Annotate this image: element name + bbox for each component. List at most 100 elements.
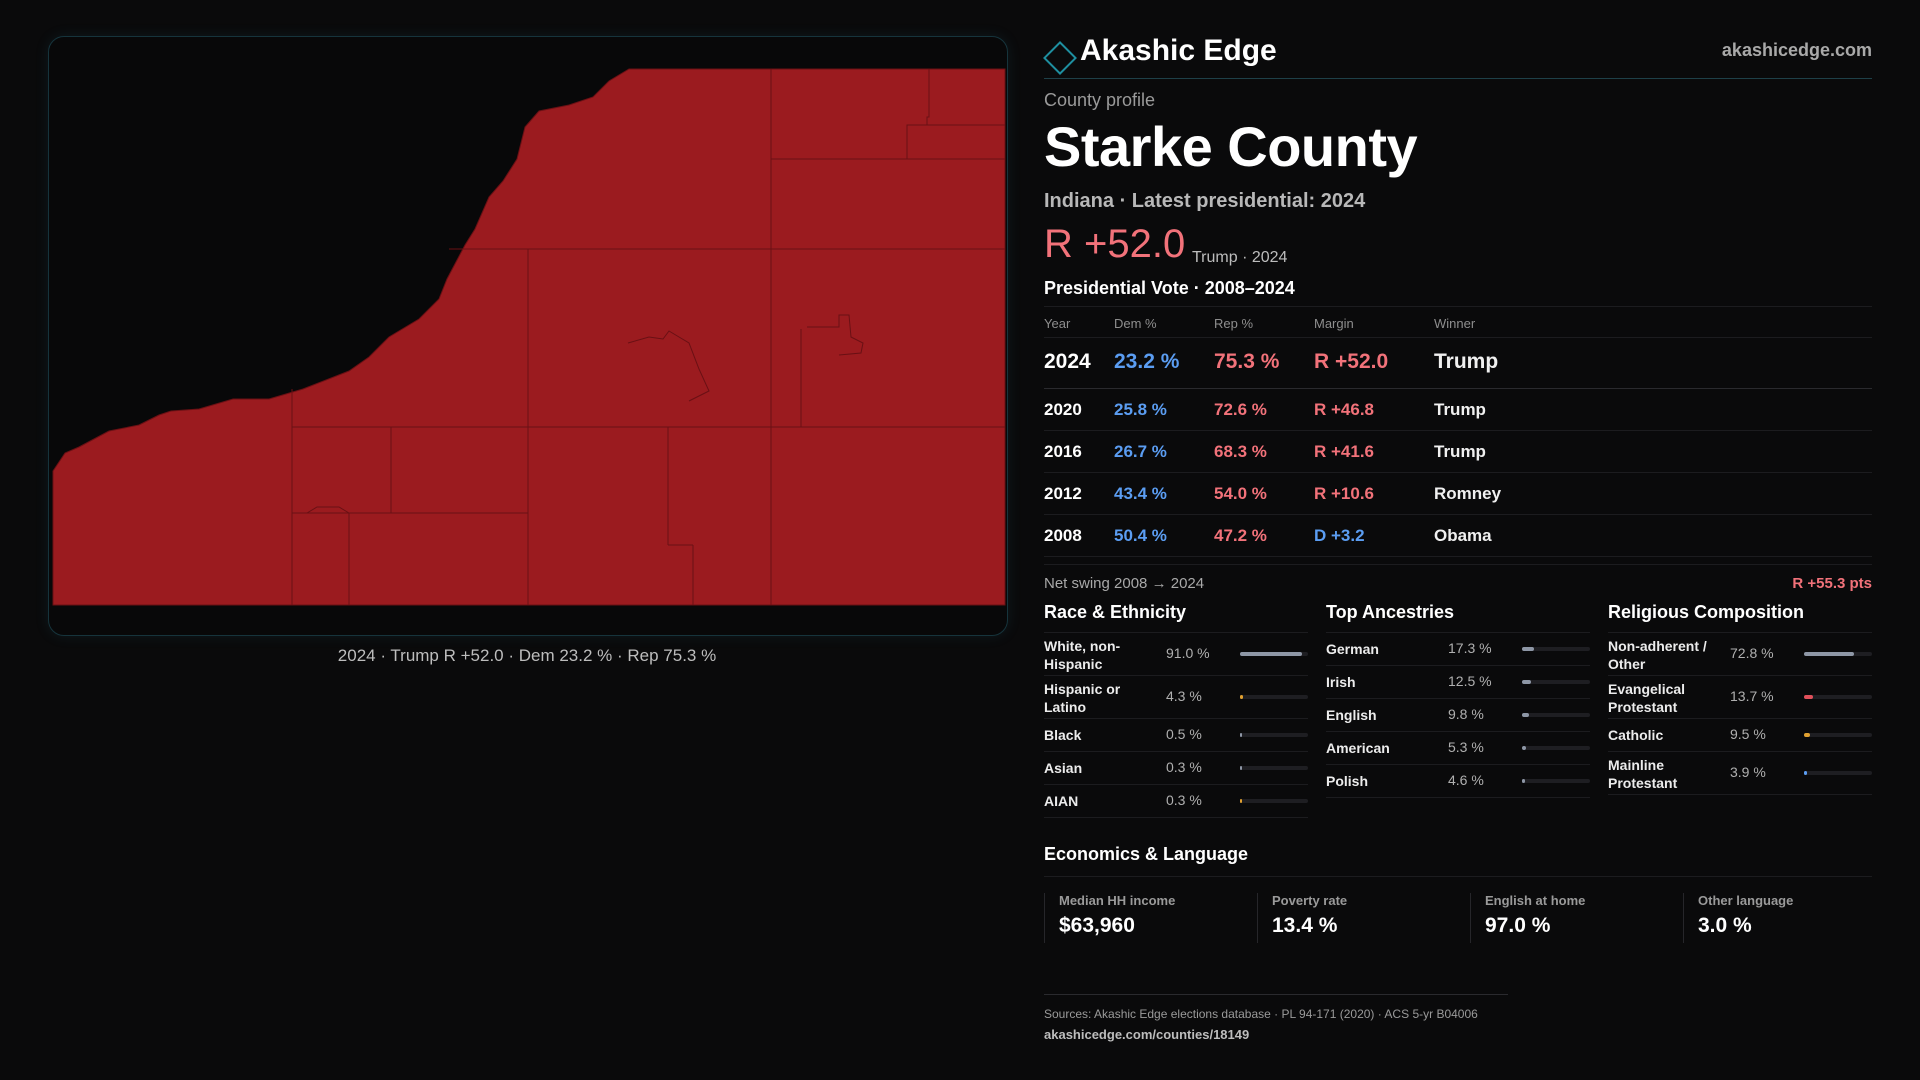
- share-bar-track: [1522, 680, 1590, 684]
- econ-label: Poverty rate: [1272, 893, 1348, 908]
- list-item: American 5.3 %: [1326, 732, 1590, 765]
- item-value: 12.5 %: [1448, 673, 1492, 689]
- share-bar-fill: [1240, 799, 1242, 803]
- cell-dem: 50.4 %: [1114, 526, 1167, 545]
- share-bar-track: [1804, 695, 1872, 699]
- item-label: Non-adherent / Other: [1608, 638, 1707, 672]
- cell-winner: Trump: [1434, 400, 1486, 419]
- profile-eyebrow: County profile: [1044, 90, 1156, 110]
- share-bar-fill: [1804, 733, 1810, 737]
- source-url-link[interactable]: akashicedge.com/counties/18149: [1044, 1027, 1250, 1042]
- list-item: Polish 4.6 %: [1326, 765, 1590, 798]
- page-title: Starke County: [1044, 115, 1418, 178]
- item-label: Black: [1044, 727, 1082, 743]
- econ-other-language: Other language 3.0 %: [1683, 893, 1890, 943]
- item-value: 4.6 %: [1448, 772, 1484, 788]
- map-caption: 2024 · Trump R +52.0 · Dem 23.2 % · Rep …: [337, 646, 717, 665]
- share-bar-fill: [1522, 779, 1525, 783]
- item-label: AIAN: [1044, 793, 1079, 809]
- list-item: White, non-Hispanic 91.0 %: [1044, 633, 1308, 676]
- cell-year: 2008: [1044, 526, 1082, 545]
- cell-dem: 25.8 %: [1114, 400, 1167, 419]
- headline-meta: Trump · 2024: [1192, 249, 1288, 266]
- list-item: German 17.3 %: [1326, 633, 1590, 666]
- list-item: Catholic 9.5 %: [1608, 719, 1872, 752]
- cell-dem: 43.4 %: [1114, 484, 1167, 503]
- county-map-panel[interactable]: [48, 36, 1008, 636]
- ancestry-list: German 17.3 % Irish 12.5 % English 9.8 % Ameri…: [1326, 632, 1590, 798]
- table-row: 2012 43.4 % 54.0 % R +10.6 Romney: [1044, 473, 1872, 515]
- cell-year: 2016: [1044, 442, 1082, 461]
- table-row: 2008 50.4 % 47.2 % D +3.2 Obama: [1044, 515, 1872, 557]
- cell-rep: 54.0 %: [1214, 484, 1267, 503]
- list-item: Hispanic or Latino 4.3 %: [1044, 676, 1308, 719]
- cell-margin: R +52.0: [1314, 350, 1389, 373]
- ancestry-section-title: Top Ancestries: [1326, 602, 1455, 622]
- item-value: 9.5 %: [1730, 726, 1766, 742]
- sources-text: Sources: Akashic Edge elections database…: [1044, 1007, 1478, 1021]
- list-item: Non-adherent / Other 72.8 %: [1608, 633, 1872, 676]
- religion-list: Non-adherent / Other 72.8 % Evangelical Pr…: [1608, 632, 1872, 795]
- item-label: Irish: [1326, 674, 1356, 690]
- share-bar-track: [1240, 766, 1308, 770]
- item-label: Hispanic or Latino: [1044, 681, 1121, 715]
- headline-margin: R +52.0: [1044, 222, 1186, 266]
- item-label: Evangelical Protestant: [1608, 681, 1686, 715]
- item-label: Polish: [1326, 773, 1369, 789]
- item-value: 72.8 %: [1730, 645, 1774, 661]
- item-value: 91.0 %: [1166, 645, 1210, 661]
- cell-margin: R +41.6: [1314, 442, 1375, 461]
- item-label: English: [1326, 707, 1377, 723]
- header-margin: Margin: [1314, 316, 1354, 331]
- econ-poverty-rate: Poverty rate 13.4 %: [1257, 893, 1464, 943]
- economics-section-title: Economics & Language: [1044, 844, 1249, 864]
- cell-dem: 23.2 %: [1114, 350, 1180, 373]
- table-row: 2020 25.8 % 72.6 % R +46.8 Trump: [1044, 389, 1872, 431]
- item-label: American: [1326, 740, 1390, 756]
- share-bar-fill: [1804, 771, 1807, 775]
- table-row: 2024 23.2 % 75.3 % R +52.0 Trump: [1044, 338, 1872, 389]
- cell-margin: R +46.8: [1314, 400, 1375, 419]
- item-value: 9.8 %: [1448, 706, 1484, 722]
- table-row: 2016 26.7 % 68.3 % R +41.6 Trump: [1044, 431, 1872, 473]
- cell-winner: Obama: [1434, 526, 1492, 545]
- net-swing-label: Net swing 2008 → 2024: [1044, 575, 1205, 592]
- share-bar-fill: [1522, 680, 1531, 684]
- sources-footer: Sources: Akashic Edge elections database…: [1044, 994, 1508, 1042]
- share-bar-track: [1522, 647, 1590, 651]
- item-value: 0.3 %: [1166, 759, 1202, 775]
- item-value: 5.3 %: [1448, 739, 1484, 755]
- econ-value: $63,960: [1059, 914, 1135, 937]
- cell-year: 2020: [1044, 400, 1082, 419]
- header-dem: Dem %: [1114, 316, 1157, 331]
- list-item: Evangelical Protestant 13.7 %: [1608, 676, 1872, 719]
- econ-label: Median HH income: [1059, 893, 1176, 908]
- race-list: White, non-Hispanic 91.0 % Hispanic or Lat…: [1044, 632, 1308, 818]
- share-bar-fill: [1240, 695, 1243, 699]
- item-value: 4.3 %: [1166, 688, 1202, 704]
- brand-name: Akashic Edge: [1080, 34, 1277, 67]
- cell-winner: Trump: [1434, 442, 1486, 461]
- list-item: AIAN 0.3 %: [1044, 785, 1308, 818]
- cell-rep: 75.3 %: [1214, 350, 1280, 373]
- list-item: Mainline Protestant 3.9 %: [1608, 752, 1872, 795]
- cell-rep: 47.2 %: [1214, 526, 1267, 545]
- diamond-outline-icon: [1043, 41, 1077, 75]
- share-bar-track: [1240, 733, 1308, 737]
- cell-year: 2012: [1044, 484, 1082, 503]
- share-bar-track: [1804, 652, 1872, 656]
- share-bar-fill: [1804, 695, 1813, 699]
- cell-rep: 72.6 %: [1214, 400, 1267, 419]
- brand-url-link[interactable]: akashicedge.com: [1721, 40, 1872, 60]
- item-label: German: [1326, 641, 1379, 657]
- share-bar-track: [1522, 746, 1590, 750]
- brand-header: Akashic Edge akashicedge.com: [1043, 32, 1872, 79]
- cell-rep: 68.3 %: [1214, 442, 1267, 461]
- cell-margin: R +10.6: [1314, 484, 1375, 503]
- share-bar-fill: [1804, 652, 1854, 656]
- share-bar-track: [1522, 713, 1590, 717]
- vote-table: Year Dem % Rep % Margin Winner 2024 23.2…: [1044, 306, 1872, 557]
- vote-section-title: Presidential Vote · 2008–2024: [1044, 278, 1295, 298]
- profile-subtitle: Indiana · Latest presidential: 2024: [1044, 190, 1366, 212]
- township-boundaries: [291, 69, 1005, 605]
